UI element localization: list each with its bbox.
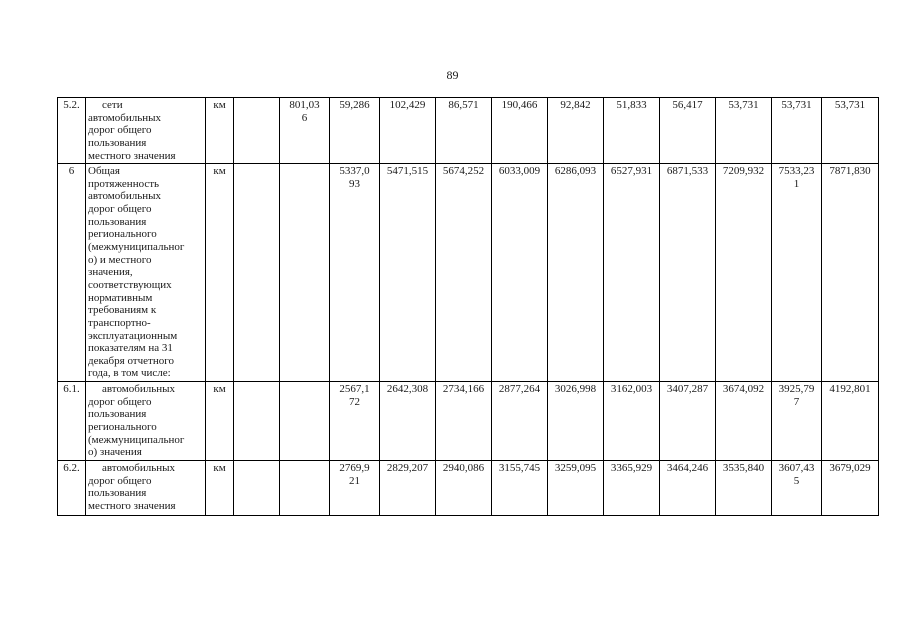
unit-cell: км	[205, 163, 234, 383]
value-cell: 5471,515	[379, 163, 436, 383]
description-cell: сети автомобильных дорог общего пользова…	[85, 96, 206, 165]
value-cell: 2642,308	[379, 381, 436, 461]
value-cell: 3155,745	[491, 459, 548, 516]
row-number-cell: 5.2.	[57, 96, 86, 165]
value-cell: 7871,830	[821, 163, 879, 383]
value-cell: 59,286	[329, 96, 380, 165]
indicators-table: 5.2. сети автомобильных дорог общего пол…	[57, 96, 879, 516]
value-cell: 3464,246	[659, 459, 716, 516]
description-cell: Общая протяженность автомобильных дорог …	[85, 163, 206, 383]
description-cell: автомобильных дорог общего пользования р…	[85, 381, 206, 461]
spacer-cell	[233, 459, 280, 516]
value-cell: 2769,9 21	[329, 459, 380, 516]
value-cell: 2734,166	[435, 381, 492, 461]
value-cell: 3259,095	[547, 459, 604, 516]
value-cell: 53,731	[821, 96, 879, 165]
value-cell: 3674,092	[715, 381, 772, 461]
value-cell: 53,731	[715, 96, 772, 165]
value-cell: 190,466	[491, 96, 548, 165]
value-cell: 2877,264	[491, 381, 548, 461]
value-cell: 53,731	[771, 96, 822, 165]
value-cell	[279, 459, 330, 516]
value-cell: 3407,287	[659, 381, 716, 461]
table-row: 6.1. автомобильных дорог общего пользова…	[57, 381, 879, 461]
row-number-cell: 6.1.	[57, 381, 86, 461]
value-cell: 86,571	[435, 96, 492, 165]
row-number-cell: 6.2.	[57, 459, 86, 516]
value-cell: 3535,840	[715, 459, 772, 516]
table-row: 6 Общая протяженность автомобильных доро…	[57, 163, 879, 383]
row-number-cell: 6	[57, 163, 86, 383]
value-cell: 6527,931	[603, 163, 660, 383]
value-cell: 2829,207	[379, 459, 436, 516]
spacer-cell	[233, 96, 280, 165]
value-cell: 3925,79 7	[771, 381, 822, 461]
unit-cell: км	[205, 96, 234, 165]
unit-cell: км	[205, 459, 234, 516]
table-row: 5.2. сети автомобильных дорог общего пол…	[57, 96, 879, 165]
value-cell: 801,03 6	[279, 96, 330, 165]
value-cell: 7209,932	[715, 163, 772, 383]
value-cell: 3607,43 5	[771, 459, 822, 516]
value-cell: 92,842	[547, 96, 604, 165]
value-cell: 4192,801	[821, 381, 879, 461]
value-cell: 6286,093	[547, 163, 604, 383]
value-cell: 6871,533	[659, 163, 716, 383]
value-cell: 5337,0 93	[329, 163, 380, 383]
value-cell: 102,429	[379, 96, 436, 165]
value-cell: 2940,086	[435, 459, 492, 516]
value-cell: 2567,1 72	[329, 381, 380, 461]
value-cell: 3162,003	[603, 381, 660, 461]
value-cell: 7533,23 1	[771, 163, 822, 383]
value-cell: 3026,998	[547, 381, 604, 461]
page-number: 89	[446, 68, 459, 82]
value-cell: 3679,029	[821, 459, 879, 516]
value-cell: 5674,252	[435, 163, 492, 383]
value-cell: 3365,929	[603, 459, 660, 516]
value-cell	[279, 381, 330, 461]
value-cell: 51,833	[603, 96, 660, 165]
value-cell: 56,417	[659, 96, 716, 165]
value-cell	[279, 163, 330, 383]
unit-cell: км	[205, 381, 234, 461]
spacer-cell	[233, 163, 280, 383]
spacer-cell	[233, 381, 280, 461]
value-cell: 6033,009	[491, 163, 548, 383]
table-row: 6.2. автомобильных дорог общего пользова…	[57, 459, 879, 516]
description-cell: автомобильных дорог общего пользования м…	[85, 459, 206, 516]
